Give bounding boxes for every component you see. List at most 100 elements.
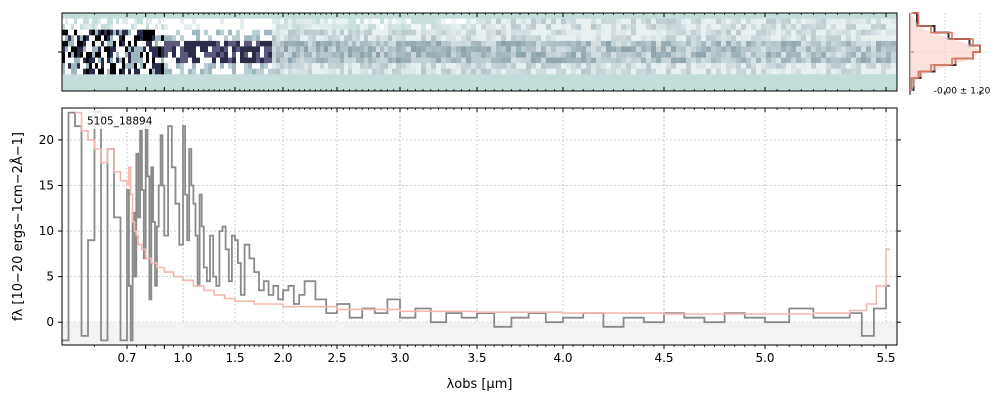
pixel-cell <box>288 85 292 91</box>
pixel-cell <box>71 46 74 53</box>
pixel-cell <box>232 85 236 91</box>
pixel-cell <box>626 57 631 64</box>
pixel-cell <box>496 29 501 36</box>
pixel-cell <box>726 29 731 36</box>
pixel-cell <box>431 74 436 81</box>
pixel-cell <box>766 52 771 59</box>
pixel-cell <box>336 52 340 59</box>
pixel-cell <box>571 18 576 25</box>
pixel-cell <box>104 85 107 91</box>
pixel-cell <box>741 74 746 81</box>
pixel-cell <box>122 46 125 53</box>
pixel-cell <box>364 40 368 47</box>
pixel-cell <box>836 52 841 59</box>
pixel-cell <box>396 63 401 70</box>
pixel-cell <box>364 74 368 81</box>
pixel-cell <box>531 18 536 25</box>
pixel-cell <box>140 29 143 36</box>
pixel-cell <box>621 85 626 91</box>
pixel-cell <box>761 85 766 91</box>
pixel-cell <box>256 46 260 53</box>
pixel-cell <box>591 68 596 75</box>
pixel-cell <box>276 18 280 25</box>
pixel-cell <box>107 18 110 25</box>
pixel-cell <box>71 79 74 86</box>
pixel-cell <box>781 52 786 59</box>
pixel-cell <box>606 13 611 20</box>
pixel-cell <box>541 18 546 25</box>
pixel-cell <box>651 35 656 42</box>
pixel-cell <box>406 74 411 81</box>
pixel-cell <box>786 79 791 86</box>
pixel-cell <box>168 40 172 47</box>
pixel-cell <box>180 74 184 81</box>
pixel-cell <box>152 29 155 36</box>
pixel-cell <box>316 57 320 64</box>
pixel-cell <box>260 52 264 59</box>
pixel-cell <box>312 29 316 36</box>
pixel-cell <box>356 35 360 42</box>
pixel-cell <box>431 85 436 91</box>
pixel-cell <box>406 79 411 86</box>
pixel-cell <box>681 68 686 75</box>
pixel-cell <box>846 29 851 36</box>
pixel-cell <box>831 74 836 81</box>
pixel-cell <box>546 35 551 42</box>
pixel-cell <box>716 13 721 20</box>
pixel-cell <box>556 13 561 20</box>
pixel-cell <box>348 52 352 59</box>
y-tick-label: 5 <box>46 270 54 284</box>
pixel-cell <box>384 40 388 47</box>
pixel-cell <box>691 18 696 25</box>
pixel-cell <box>611 35 616 42</box>
pixel-cell <box>456 13 461 20</box>
pixel-cell <box>546 79 551 86</box>
pixel-cell <box>691 63 696 70</box>
pixel-cell <box>92 79 95 86</box>
pixel-cell <box>208 68 212 75</box>
pixel-cell <box>851 57 856 64</box>
pixel-cell <box>471 79 476 86</box>
pixel-cell <box>741 85 746 91</box>
pixel-cell <box>352 18 356 25</box>
pixel-cell <box>886 85 891 91</box>
pixel-cell <box>228 52 232 59</box>
pixel-cell <box>122 40 125 47</box>
pixel-cell <box>841 74 846 81</box>
pixel-cell <box>551 13 556 20</box>
pixel-cell <box>380 52 384 59</box>
pixel-cell <box>426 13 431 20</box>
pixel-cell <box>352 85 356 91</box>
pixel-cell <box>304 46 308 53</box>
pixel-cell <box>125 52 128 59</box>
x-tick-label: 4.5 <box>654 351 673 365</box>
pixel-cell <box>546 74 551 81</box>
pixel-cell <box>128 35 131 42</box>
pixel-cell <box>516 29 521 36</box>
pixel-cell <box>511 29 516 36</box>
pixel-cell <box>228 85 232 91</box>
pixel-cell <box>531 63 536 70</box>
pixel-cell <box>631 29 636 36</box>
pixel-cell <box>312 24 316 31</box>
pixel-cell <box>636 40 641 47</box>
pixel-cell <box>816 46 821 53</box>
pixel-cell <box>296 79 300 86</box>
pixel-cell <box>388 63 392 70</box>
pixel-cell <box>116 74 119 81</box>
pixel-cell <box>561 52 566 59</box>
pixel-cell <box>601 46 606 53</box>
pixel-cell <box>561 18 566 25</box>
pixel-cell <box>300 79 304 86</box>
pixel-cell <box>232 79 236 86</box>
pixel-cell <box>516 74 521 81</box>
pixel-cell <box>192 13 196 20</box>
pixel-cell <box>856 24 861 31</box>
pixel-cell <box>611 85 616 91</box>
pixel-cell <box>851 13 856 20</box>
pixel-cell <box>128 13 131 20</box>
pixel-cell <box>320 24 324 31</box>
pixel-cell <box>77 74 80 81</box>
pixel-cell <box>292 74 296 81</box>
pixel-cell <box>856 63 861 70</box>
